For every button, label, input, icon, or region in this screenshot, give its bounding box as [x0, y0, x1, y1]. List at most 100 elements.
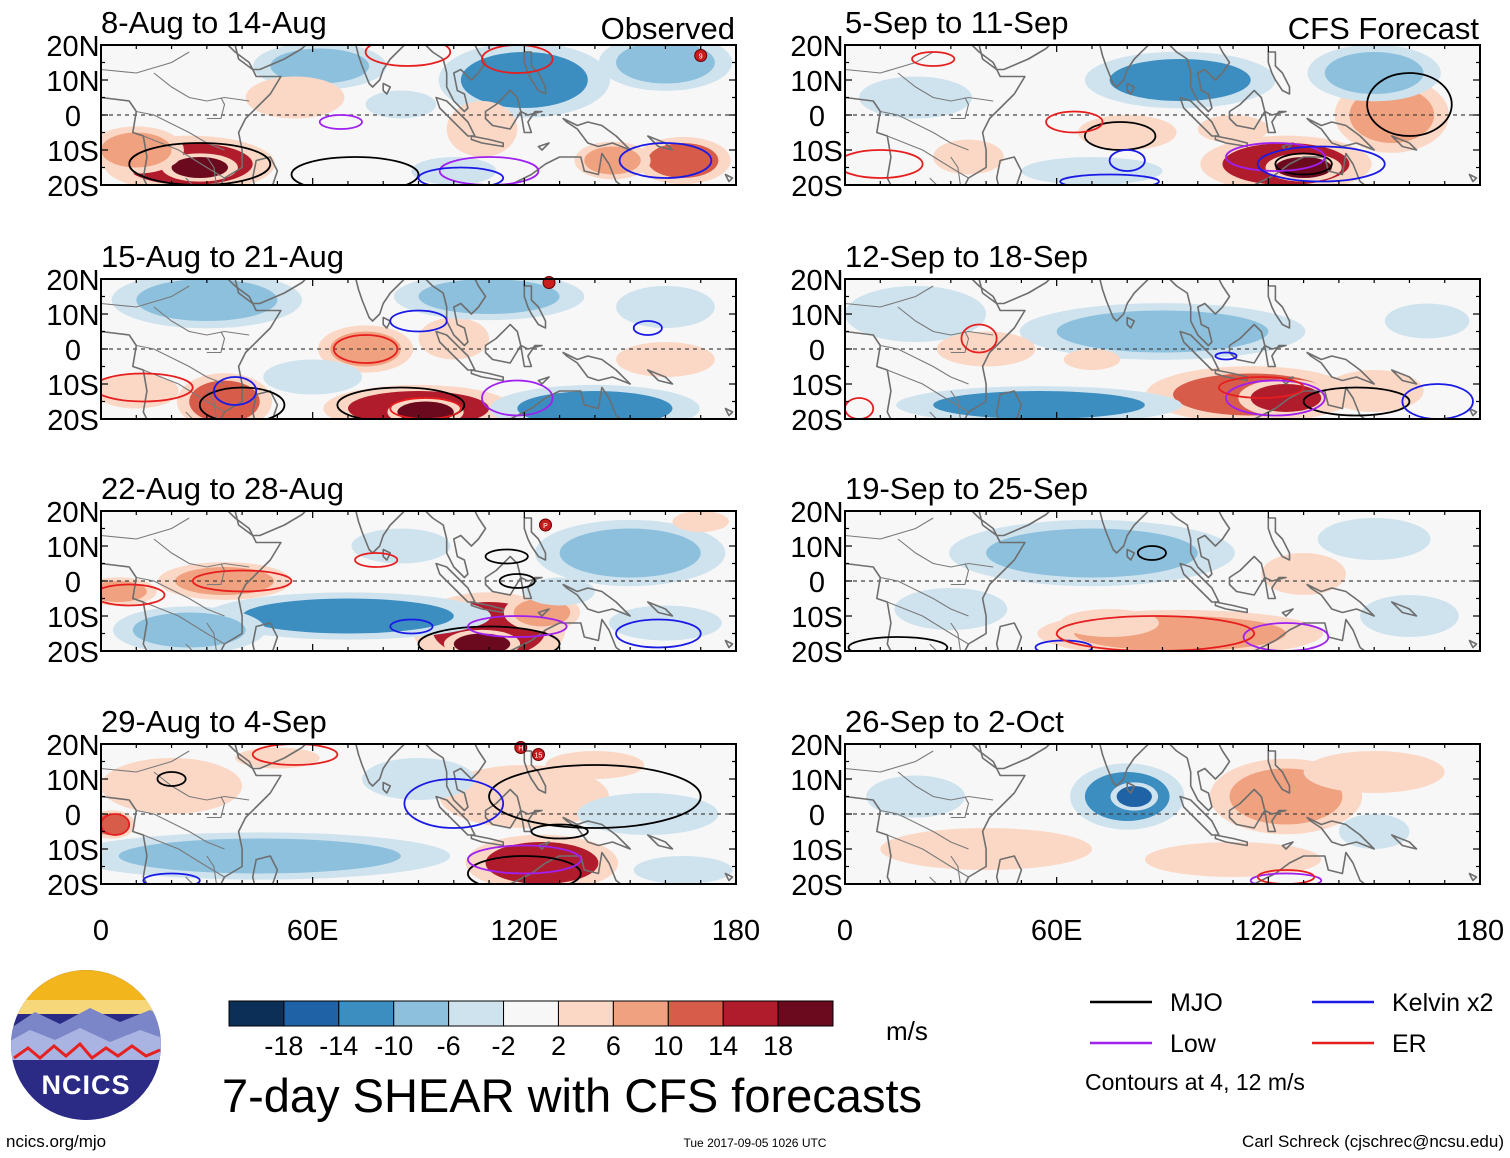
shear-blob	[986, 528, 1198, 578]
y-tick-label: 0	[809, 335, 825, 367]
border-line	[950, 97, 970, 120]
border-line	[897, 538, 994, 568]
coastline-africa	[845, 744, 1026, 884]
border-line	[206, 331, 226, 354]
coastline-india	[332, 45, 406, 88]
contour-mjo	[417, 625, 561, 651]
contour-er	[960, 323, 998, 354]
shear-blob	[1056, 310, 1269, 353]
contour-mjo	[1136, 545, 1167, 561]
y-tick-label: 20S	[791, 405, 843, 437]
coastline-java	[1214, 135, 1248, 148]
logo-mountains-mid	[11, 1028, 161, 1070]
coastline-srilanka	[382, 316, 392, 329]
y-tick-label: 10S	[791, 370, 843, 402]
contour-er	[354, 552, 399, 568]
border-line	[185, 411, 194, 419]
coastlines	[101, 45, 734, 185]
panel-ticks	[844, 44, 1481, 186]
storm-icon	[539, 518, 552, 532]
contour-er	[332, 334, 399, 364]
contour-kelvin-x2	[417, 166, 505, 185]
contour-mjo	[488, 764, 702, 829]
shear-blob	[1144, 842, 1322, 877]
contour-mjo	[290, 156, 420, 185]
border-line	[206, 796, 226, 819]
border-line	[880, 809, 969, 850]
coastline-indochina	[424, 511, 487, 579]
panel-title: 12-Sep to 18-Sep	[845, 239, 1088, 274]
coastline-timor	[1281, 608, 1294, 617]
x-tick-label: 180	[1456, 915, 1504, 947]
contour-kelvin-x2	[618, 142, 713, 179]
panel-ticks	[100, 510, 737, 652]
y-tick-label: 10S	[791, 835, 843, 867]
shear-blob	[418, 317, 490, 360]
coastline-australia	[509, 851, 623, 884]
contour-kelvin-x2	[389, 618, 434, 635]
y-tick-label: 0	[65, 335, 81, 367]
coastline-china	[474, 45, 491, 46]
coastline-taiwan	[1268, 494, 1275, 505]
coastlines	[845, 494, 1478, 651]
border-line	[845, 750, 934, 773]
shear-blob	[1261, 553, 1346, 595]
contour-er	[101, 372, 194, 403]
panel-title: 26-Sep to 2-Oct	[845, 704, 1064, 739]
coastline-india	[332, 744, 406, 787]
contour-kelvin-x2	[212, 376, 258, 406]
contour-er	[101, 813, 131, 836]
coastline-india	[1077, 279, 1150, 322]
panel-field	[101, 45, 736, 185]
contour-mjo	[847, 636, 949, 651]
contour-kelvin-x2	[1059, 173, 1160, 185]
border-line	[136, 344, 225, 385]
shear-blob	[845, 286, 987, 342]
shear-blob	[1384, 303, 1470, 339]
border-line	[101, 51, 190, 74]
storm-label: 9	[699, 54, 703, 61]
shear-blob	[411, 157, 497, 185]
coastline-indochina	[424, 279, 487, 347]
coastline-java	[470, 369, 505, 382]
coastline-newguinea	[1306, 583, 1375, 617]
y-tick-label: 10N	[46, 765, 99, 797]
coastline-fiji	[1468, 872, 1478, 882]
coastline-timor	[537, 608, 550, 617]
coastline-newguinea	[1306, 816, 1375, 850]
border-line	[153, 306, 250, 336]
border-line	[143, 601, 225, 645]
contour-er	[845, 397, 875, 419]
coastline-china	[1218, 511, 1235, 512]
coastline-fiji	[724, 639, 734, 649]
coastline-africa	[101, 511, 282, 651]
contour-kelvin-x2	[142, 872, 201, 884]
coastline-fiji	[1468, 407, 1478, 417]
border-line	[206, 563, 226, 586]
shear-blob	[1063, 349, 1121, 370]
panel-title: 22-Aug to 28-Aug	[101, 471, 344, 506]
shear-blob	[235, 747, 320, 769]
legend: MJO Kelvin x2 Low ER Contours at 4, 12 m…	[1085, 989, 1493, 1095]
y-tick-label: 0	[809, 800, 825, 832]
x-tick-label: 60E	[1031, 915, 1083, 947]
y-tick-label: 20S	[47, 405, 99, 437]
storm-label: 15	[535, 753, 543, 760]
storm-icon	[694, 49, 708, 62]
shear-blob	[933, 391, 1145, 419]
contour-mjo	[128, 142, 272, 185]
shear-blob	[1116, 786, 1152, 807]
shear-blob	[672, 511, 729, 532]
coastline-philippines	[1267, 517, 1291, 561]
border-line	[206, 97, 226, 120]
border-line	[185, 643, 194, 651]
border-line	[950, 331, 970, 354]
border-line	[887, 834, 969, 878]
border-line	[101, 517, 190, 540]
colorbar: -18 -14 -10 -6 -2 2 6 10 14 18	[228, 1000, 834, 1061]
border-line	[101, 750, 190, 773]
coastline-india	[1077, 511, 1150, 554]
coastline-newguinea	[562, 583, 632, 617]
coastline-africa	[845, 279, 1026, 419]
coastline-srilanka	[1126, 82, 1136, 95]
